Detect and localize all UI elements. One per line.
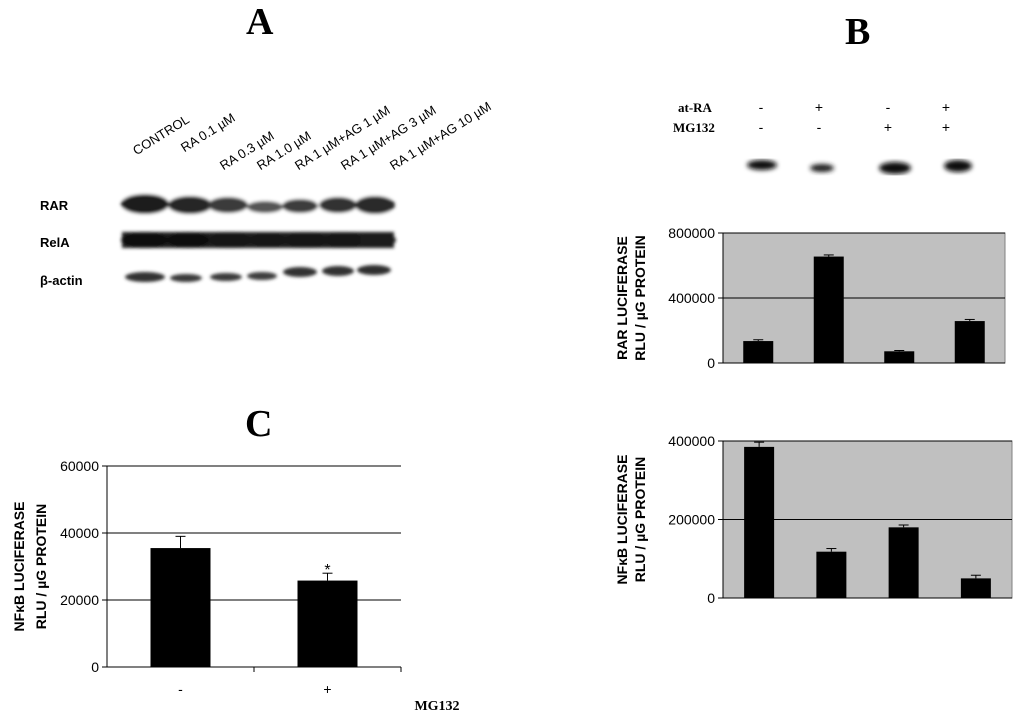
row-label-rela: RelA — [40, 235, 70, 250]
y-axis-label-line-2: RLU / µG PROTEIN — [33, 504, 49, 630]
x-tick-label: + — [323, 681, 331, 697]
treatment-sign: + — [941, 119, 951, 135]
y-axis-label-line-1: NFκB LUCIFERASE — [614, 455, 630, 585]
treatment-sign: + — [814, 99, 824, 115]
bar — [744, 446, 775, 598]
treatment-sign: - — [816, 119, 822, 135]
row-label-rar: RAR — [40, 198, 69, 213]
treatment-label-at-ra: at-RA — [678, 100, 712, 115]
treatment-sign: - — [758, 99, 764, 115]
bar — [960, 578, 991, 598]
bar — [297, 580, 358, 667]
row-label-beta-actin: β-actin — [40, 273, 83, 288]
y-axis-label-line-2: RLU / µG PROTEIN — [632, 457, 648, 583]
y-tick-label: 400000 — [668, 433, 715, 449]
panel-c-letter: C — [245, 403, 273, 445]
y-axis-label: RAR LUCIFERASE RLU / µG PROTEIN — [614, 235, 648, 361]
blot-a — [121, 190, 396, 282]
y-tick-label: 0 — [91, 659, 99, 675]
y-tick-label: 400000 — [668, 290, 715, 306]
panel-a-letter: A — [246, 1, 274, 43]
y-axis-label-line-1: NFκB LUCIFERASE — [11, 502, 27, 632]
y-tick-label: 800000 — [668, 225, 715, 241]
x-tick-label: - — [178, 681, 183, 697]
significance-marker: * — [324, 562, 330, 579]
bar — [743, 341, 774, 363]
y-axis-label: NFκB LUCIFERASE RLU / µG PROTEIN — [11, 502, 49, 632]
bar — [816, 551, 847, 598]
y-tick-label: 40000 — [60, 525, 99, 541]
y-tick-label: 200000 — [668, 512, 715, 528]
bar — [150, 548, 211, 667]
y-axis-label-line-1: RAR LUCIFERASE — [614, 236, 630, 360]
treatment-sign: - — [758, 119, 764, 135]
y-tick-label: 60000 — [60, 458, 99, 474]
y-tick-label: 0 — [707, 355, 715, 371]
treatment-sign: + — [941, 99, 951, 115]
y-axis-label: NFκB LUCIFERASE RLU / µG PROTEIN — [614, 455, 648, 585]
bar — [954, 321, 985, 363]
panel-b-letter: B — [845, 11, 871, 53]
bar — [888, 527, 919, 598]
y-tick-label: 0 — [707, 590, 715, 606]
y-axis-label-line-2: RLU / µG PROTEIN — [632, 235, 648, 361]
treatment-label-mg132: MG132 — [673, 120, 715, 135]
x-axis-label: MG132 — [414, 699, 459, 714]
treatment-sign: - — [885, 99, 891, 115]
blot-b — [747, 160, 972, 174]
y-tick-label: 20000 — [60, 592, 99, 608]
treatment-sign: + — [883, 119, 893, 135]
bar — [884, 351, 915, 363]
bar — [813, 256, 844, 363]
